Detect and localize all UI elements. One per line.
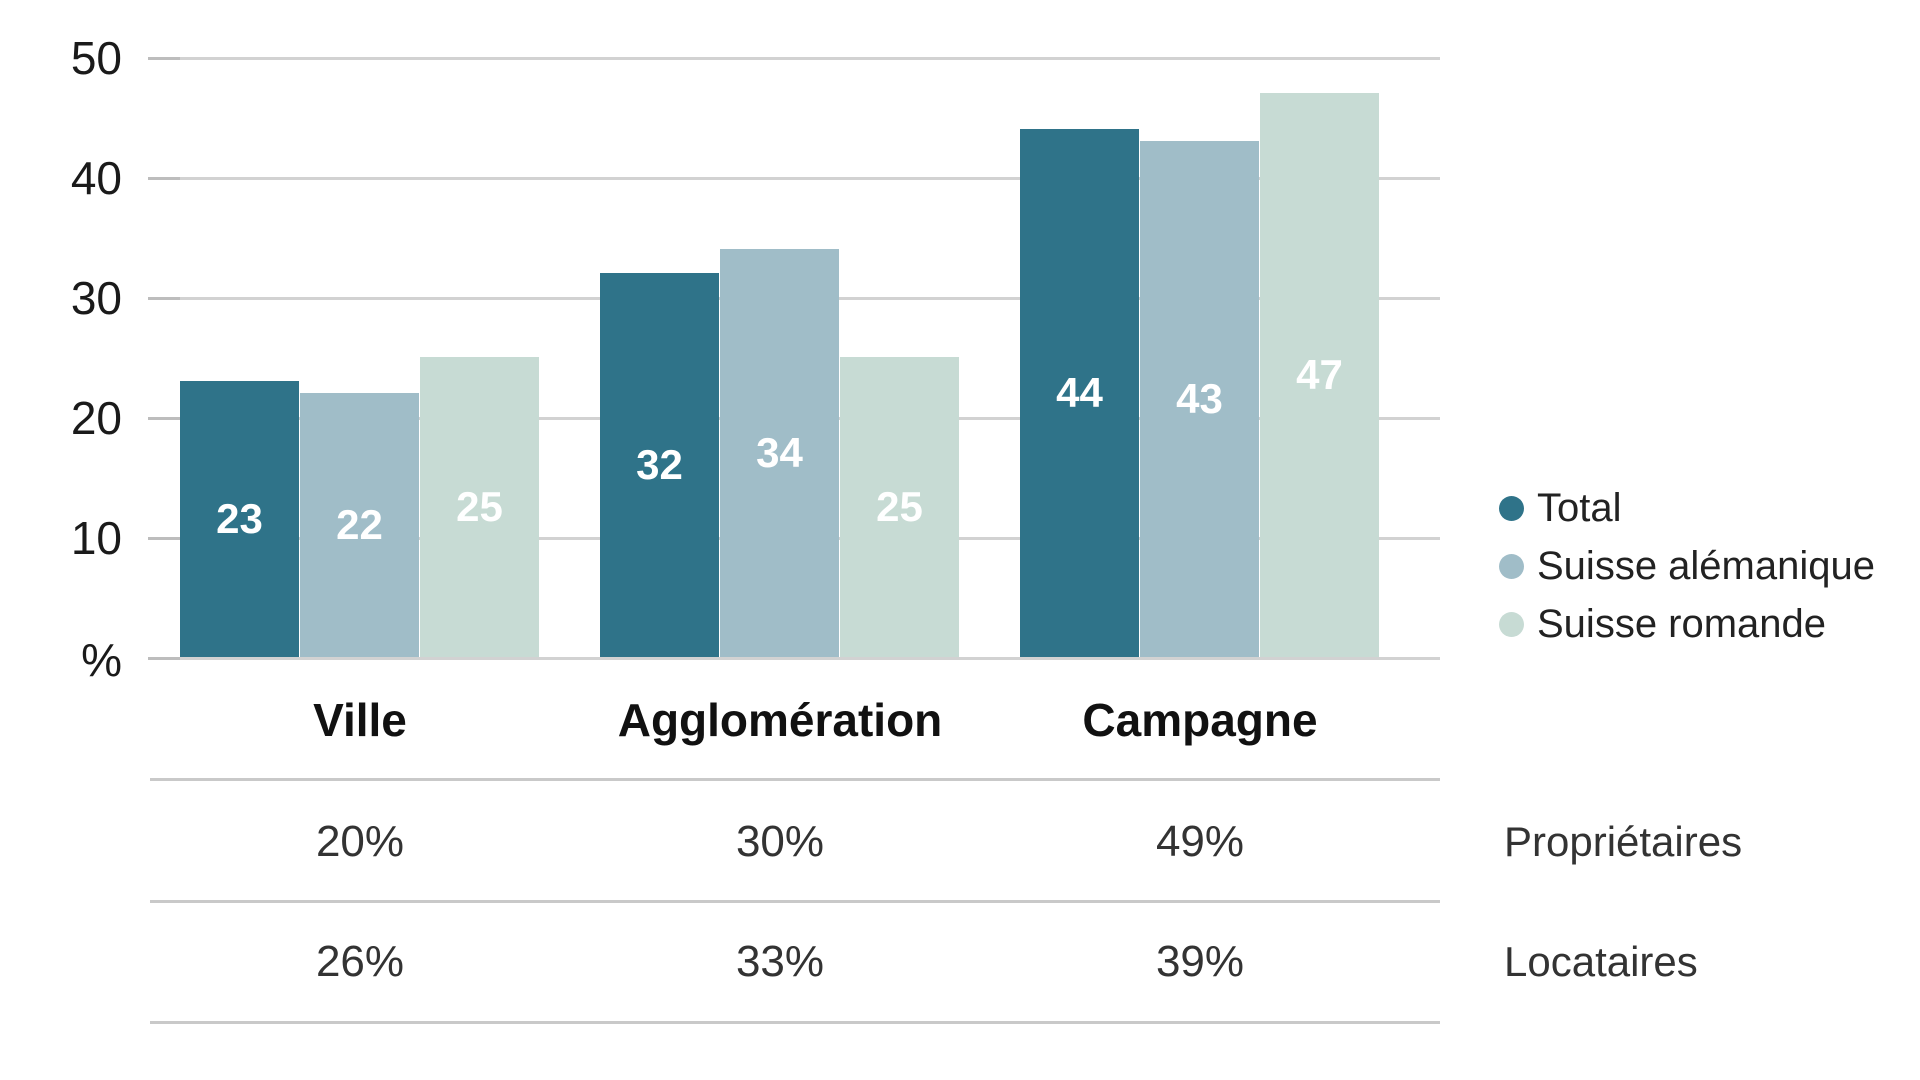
table-row-label-locataires: Locataires xyxy=(1504,938,1698,985)
y-axis-tick-label: 50 xyxy=(70,32,122,84)
table-cell-locataires-campagne: 39% xyxy=(1155,937,1245,986)
category-label-campagne: Campagne xyxy=(1082,694,1318,746)
bar-total-ville: 23 xyxy=(180,381,299,657)
bar-value-label: 32 xyxy=(636,441,683,488)
bar-suisse-alemanique-ville: 22 xyxy=(300,393,419,657)
gridline xyxy=(150,57,1440,60)
y-axis-unit-label: % xyxy=(81,634,122,686)
table-cell-proprietaires-campagne: 49% xyxy=(1155,817,1245,866)
bar-value-label: 25 xyxy=(456,483,503,530)
table-cell-proprietaires-agglomeration: 30% xyxy=(735,817,825,866)
y-axis-tick-mark xyxy=(148,657,180,660)
bar-total-campagne: 44 xyxy=(1020,129,1139,657)
legend-item-label: Total xyxy=(1537,485,1622,530)
legend-dot-total xyxy=(1499,495,1524,521)
table-divider xyxy=(150,1021,1440,1024)
y-axis-tick-mark xyxy=(148,417,180,420)
bar-value-label: 34 xyxy=(756,429,803,476)
bar-suisse-romande-ville: 25 xyxy=(420,357,539,657)
table-divider xyxy=(150,900,1440,903)
legend-item-total: Total xyxy=(1499,479,1875,537)
chart-legend: Total Suisse alémanique Suisse romande xyxy=(1499,479,1875,653)
table-cell-locataires-ville: 26% xyxy=(315,937,405,986)
bar-value-label: 22 xyxy=(336,501,383,548)
legend-item-suisse-alemanique: Suisse alémanique xyxy=(1499,537,1875,595)
bar-total-agglomeration: 32 xyxy=(600,273,719,657)
bar-suisse-romande-campagne: 47 xyxy=(1260,93,1379,657)
gridline xyxy=(150,177,1440,180)
bar-value-label: 25 xyxy=(876,483,923,530)
category-label-agglomeration: Agglomération xyxy=(617,694,943,746)
bar-value-label: 43 xyxy=(1176,375,1223,422)
bar-value-label: 47 xyxy=(1296,351,1343,398)
table-cell-proprietaires-ville: 20% xyxy=(315,817,405,866)
legend-dot-suisse-romande xyxy=(1499,611,1524,637)
bar-suisse-romande-agglomeration: 25 xyxy=(840,357,959,657)
y-axis-tick-mark xyxy=(148,537,180,540)
y-axis-tick-label: 30 xyxy=(70,272,122,324)
y-axis-tick-label: 20 xyxy=(70,392,122,444)
category-label-ville: Ville xyxy=(313,694,407,746)
table-divider xyxy=(150,778,1440,781)
table-cell-locataires-agglomeration: 33% xyxy=(735,937,825,986)
x-axis-baseline xyxy=(150,657,1440,660)
legend-dot-suisse-alemanique xyxy=(1499,553,1524,579)
y-axis-tick-mark xyxy=(148,297,180,300)
bar-value-label: 44 xyxy=(1056,369,1103,416)
bar-suisse-alemanique-campagne: 43 xyxy=(1140,141,1259,657)
table-row-label-proprietaires: Propriétaires xyxy=(1504,818,1743,865)
legend-item-suisse-romande: Suisse romande xyxy=(1499,595,1875,653)
y-axis-tick-label: 40 xyxy=(70,152,122,204)
bar-value-label: 23 xyxy=(216,495,263,542)
y-axis-tick-label: 10 xyxy=(70,512,122,564)
legend-item-label: Suisse romande xyxy=(1537,601,1827,646)
y-axis-tick-mark xyxy=(148,57,180,60)
y-axis-tick-mark xyxy=(148,177,180,180)
legend-item-label: Suisse alémanique xyxy=(1537,543,1875,588)
bar-suisse-alemanique-agglomeration: 34 xyxy=(720,249,839,657)
